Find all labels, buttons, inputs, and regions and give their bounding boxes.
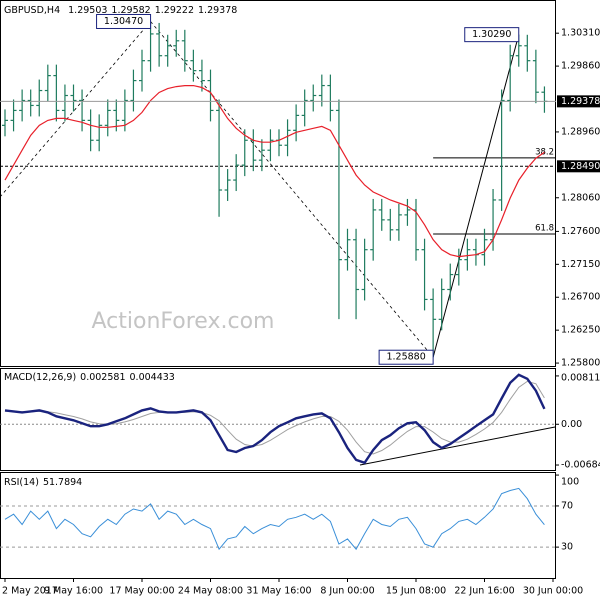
macd-last: 0.002581 [80, 372, 125, 383]
level-label: 1.28490 [561, 161, 600, 172]
macd-title: MACD(12,26,9) [4, 372, 76, 383]
series-line [4, 373, 546, 465]
annotation-box [464, 27, 520, 43]
y-tick-label: 0.00 [561, 419, 582, 430]
y-tick-label: 1.27600 [561, 226, 600, 237]
y-tick-label: 1.26250 [561, 325, 600, 336]
trendline [150, 21, 434, 358]
y-tick-label: 1.25800 [561, 358, 600, 369]
annotation-label: 1.30470 [104, 16, 143, 27]
price-header: GBPUSD,H4 1.29503 1.29582 1.29222 1.29378 [4, 5, 237, 16]
rsi-header: RSI(14) 51.7894 [4, 477, 82, 488]
current-price-label: 1.29378 [561, 96, 600, 107]
rsi-title: RSI(14) [4, 477, 39, 488]
x-tick-label: 17 May 00:00 [109, 586, 174, 597]
x-tick-label: 22 Jun 16:00 [454, 586, 514, 597]
y-tick-label: 100 [561, 477, 579, 488]
rsi-panel [0, 472, 556, 579]
price-panel [0, 0, 556, 367]
annotation-label: 1.30290 [472, 29, 511, 40]
annotation-box [378, 349, 434, 365]
y-tick-label: 1.29860 [561, 61, 600, 72]
watermark: ActionForex.com [92, 309, 275, 334]
last-high: 1.29582 [111, 5, 150, 16]
current-price-box [557, 95, 600, 108]
macd-trendline [359, 426, 556, 466]
y-tick-label: 1.27150 [561, 259, 600, 270]
x-tick-label: 9 May 16:00 [44, 586, 103, 597]
x-tick-label: 8 Jun 00:00 [320, 586, 374, 597]
fib-label: 61.8 [535, 223, 554, 233]
series-line [5, 380, 545, 455]
y-tick-label: 1.26700 [561, 292, 600, 303]
last-open: 1.29503 [68, 5, 107, 16]
macd-header: MACD(12,26,9) 0.002581 0.004433 [4, 372, 175, 383]
x-tick-label: 31 May 16:00 [246, 586, 311, 597]
trendline [432, 34, 520, 358]
trendline [0, 21, 151, 198]
y-tick-label: 1.28960 [561, 126, 600, 137]
x-tick-label: 24 May 08:00 [178, 586, 243, 597]
x-tick-label: 15 Jun 08:00 [386, 586, 446, 597]
y-tick-label: 1.28060 [561, 192, 600, 203]
annotation-label: 1.25880 [386, 352, 425, 363]
annotation-box [96, 13, 152, 29]
y-tick-label: 1.30310 [561, 28, 600, 39]
series-line [4, 487, 545, 551]
moving-average [4, 85, 545, 258]
rsi-last: 51.7894 [43, 477, 82, 488]
last-close: 1.29378 [198, 5, 237, 16]
last-low: 1.29222 [155, 5, 194, 16]
y-tick-label: -0.006844 [561, 460, 600, 471]
signal-last: 0.004433 [130, 372, 175, 383]
macd-panel [0, 368, 556, 471]
level-label-box [557, 160, 600, 173]
x-tick-label: 2 May 2017 [2, 586, 58, 597]
y-tick-label: 30 [561, 542, 573, 553]
y-tick-label: 0.008118 [561, 373, 600, 384]
y-tick-label: 70 [561, 500, 573, 511]
symbol: GBPUSD,H4 [4, 5, 60, 16]
x-tick-label: 30 Jun 00:00 [523, 586, 583, 597]
